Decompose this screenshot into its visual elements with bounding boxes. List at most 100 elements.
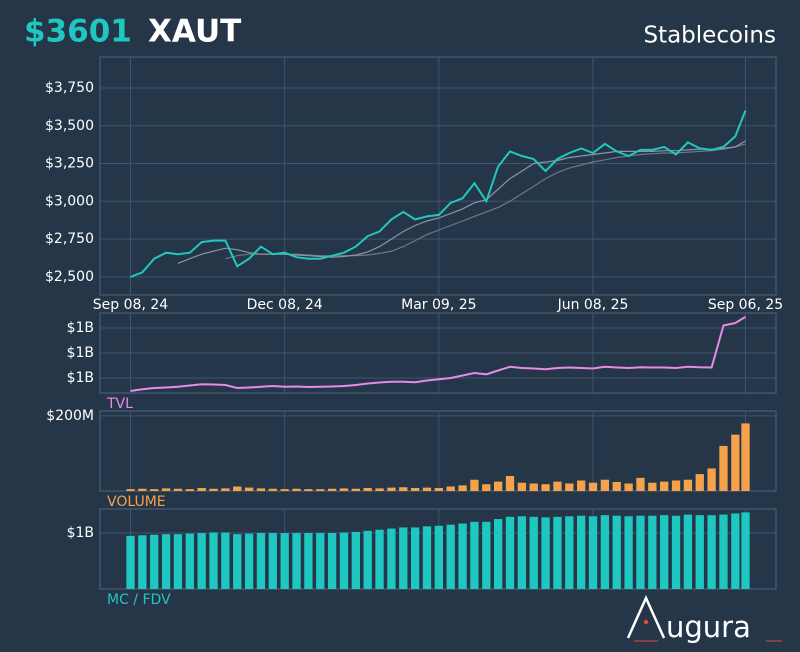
plot-frame	[99, 410, 777, 492]
bar	[280, 533, 289, 589]
bar	[244, 533, 254, 589]
bar	[588, 516, 598, 589]
bar	[233, 486, 242, 491]
bar	[422, 526, 432, 589]
bar	[161, 488, 171, 491]
bar	[339, 532, 349, 589]
bar	[636, 515, 645, 589]
bar	[434, 525, 443, 589]
bar	[648, 515, 657, 589]
y-tick-label: $1B	[67, 320, 94, 336]
bar	[161, 534, 171, 589]
price: $3601	[24, 14, 132, 50]
x-tick-label: Jun 08, 25	[557, 297, 629, 313]
bar	[185, 533, 194, 589]
bar	[470, 479, 479, 491]
line	[130, 110, 747, 278]
bar	[280, 489, 289, 491]
bar	[741, 512, 750, 589]
bar	[660, 481, 669, 491]
bar	[173, 534, 183, 589]
bar	[375, 529, 384, 589]
bar	[695, 474, 704, 491]
y-tick-label: $200M	[46, 408, 94, 424]
bar	[446, 486, 455, 491]
bar	[541, 484, 550, 491]
bar	[565, 483, 574, 491]
plot-frame	[99, 56, 777, 296]
bar	[648, 482, 657, 491]
bar	[233, 534, 242, 589]
y-tick-label: $2,750	[45, 231, 94, 247]
bar	[683, 479, 693, 491]
y-tick-label: $3,250	[45, 156, 94, 172]
bar	[683, 514, 693, 589]
bar	[150, 489, 159, 491]
bar	[399, 527, 408, 589]
bar	[553, 516, 562, 589]
bar	[671, 480, 681, 491]
bar	[244, 487, 254, 491]
x-tick-label: Mar 09, 25	[401, 297, 476, 313]
bar	[327, 488, 337, 491]
bar	[482, 521, 491, 589]
bar	[434, 487, 443, 491]
bar	[327, 533, 337, 589]
y-tick-label: $3,500	[45, 118, 94, 134]
x-tick-label: Sep 08, 24	[93, 297, 168, 313]
bar	[126, 535, 135, 589]
line	[225, 143, 746, 260]
bar	[399, 487, 408, 491]
logo-text: ugura	[666, 610, 751, 644]
y-tick-label: $1B	[67, 525, 94, 541]
bar	[553, 481, 562, 491]
bar	[363, 530, 372, 589]
bar	[612, 515, 621, 589]
bar	[505, 475, 515, 491]
y-tick-label: $1B	[67, 370, 94, 386]
bar	[410, 527, 420, 589]
bar	[529, 516, 538, 589]
line	[130, 315, 747, 392]
bar	[351, 531, 360, 589]
bar	[707, 468, 716, 491]
bar	[304, 533, 313, 589]
bar	[197, 533, 206, 589]
bar	[731, 513, 740, 589]
bar	[529, 483, 538, 491]
bar	[517, 482, 527, 491]
panel-label: VOLUME	[107, 494, 166, 510]
bar	[600, 515, 610, 589]
bar	[126, 489, 135, 491]
bar	[719, 445, 728, 491]
bar	[292, 533, 301, 589]
bar	[422, 487, 432, 491]
bar	[577, 480, 586, 491]
y-tick-label: $2,500	[45, 269, 94, 285]
logo-dot	[643, 619, 649, 625]
bar	[719, 514, 728, 589]
bar	[577, 515, 586, 589]
bar	[209, 532, 218, 589]
bar	[316, 533, 325, 589]
bar	[612, 481, 621, 491]
bar	[624, 516, 633, 589]
bar	[292, 488, 301, 491]
bar	[493, 519, 503, 589]
bar	[138, 488, 147, 491]
bar	[588, 482, 598, 491]
bar	[339, 488, 349, 491]
bar	[482, 484, 491, 491]
bar	[387, 487, 396, 491]
bar	[268, 533, 277, 589]
bar	[517, 516, 527, 589]
bar	[150, 534, 159, 589]
bar	[256, 488, 266, 491]
bar	[458, 485, 467, 491]
bar	[410, 487, 420, 491]
logo-mark	[626, 594, 666, 639]
bar	[197, 487, 206, 491]
bar	[660, 515, 669, 589]
bar	[493, 481, 503, 491]
